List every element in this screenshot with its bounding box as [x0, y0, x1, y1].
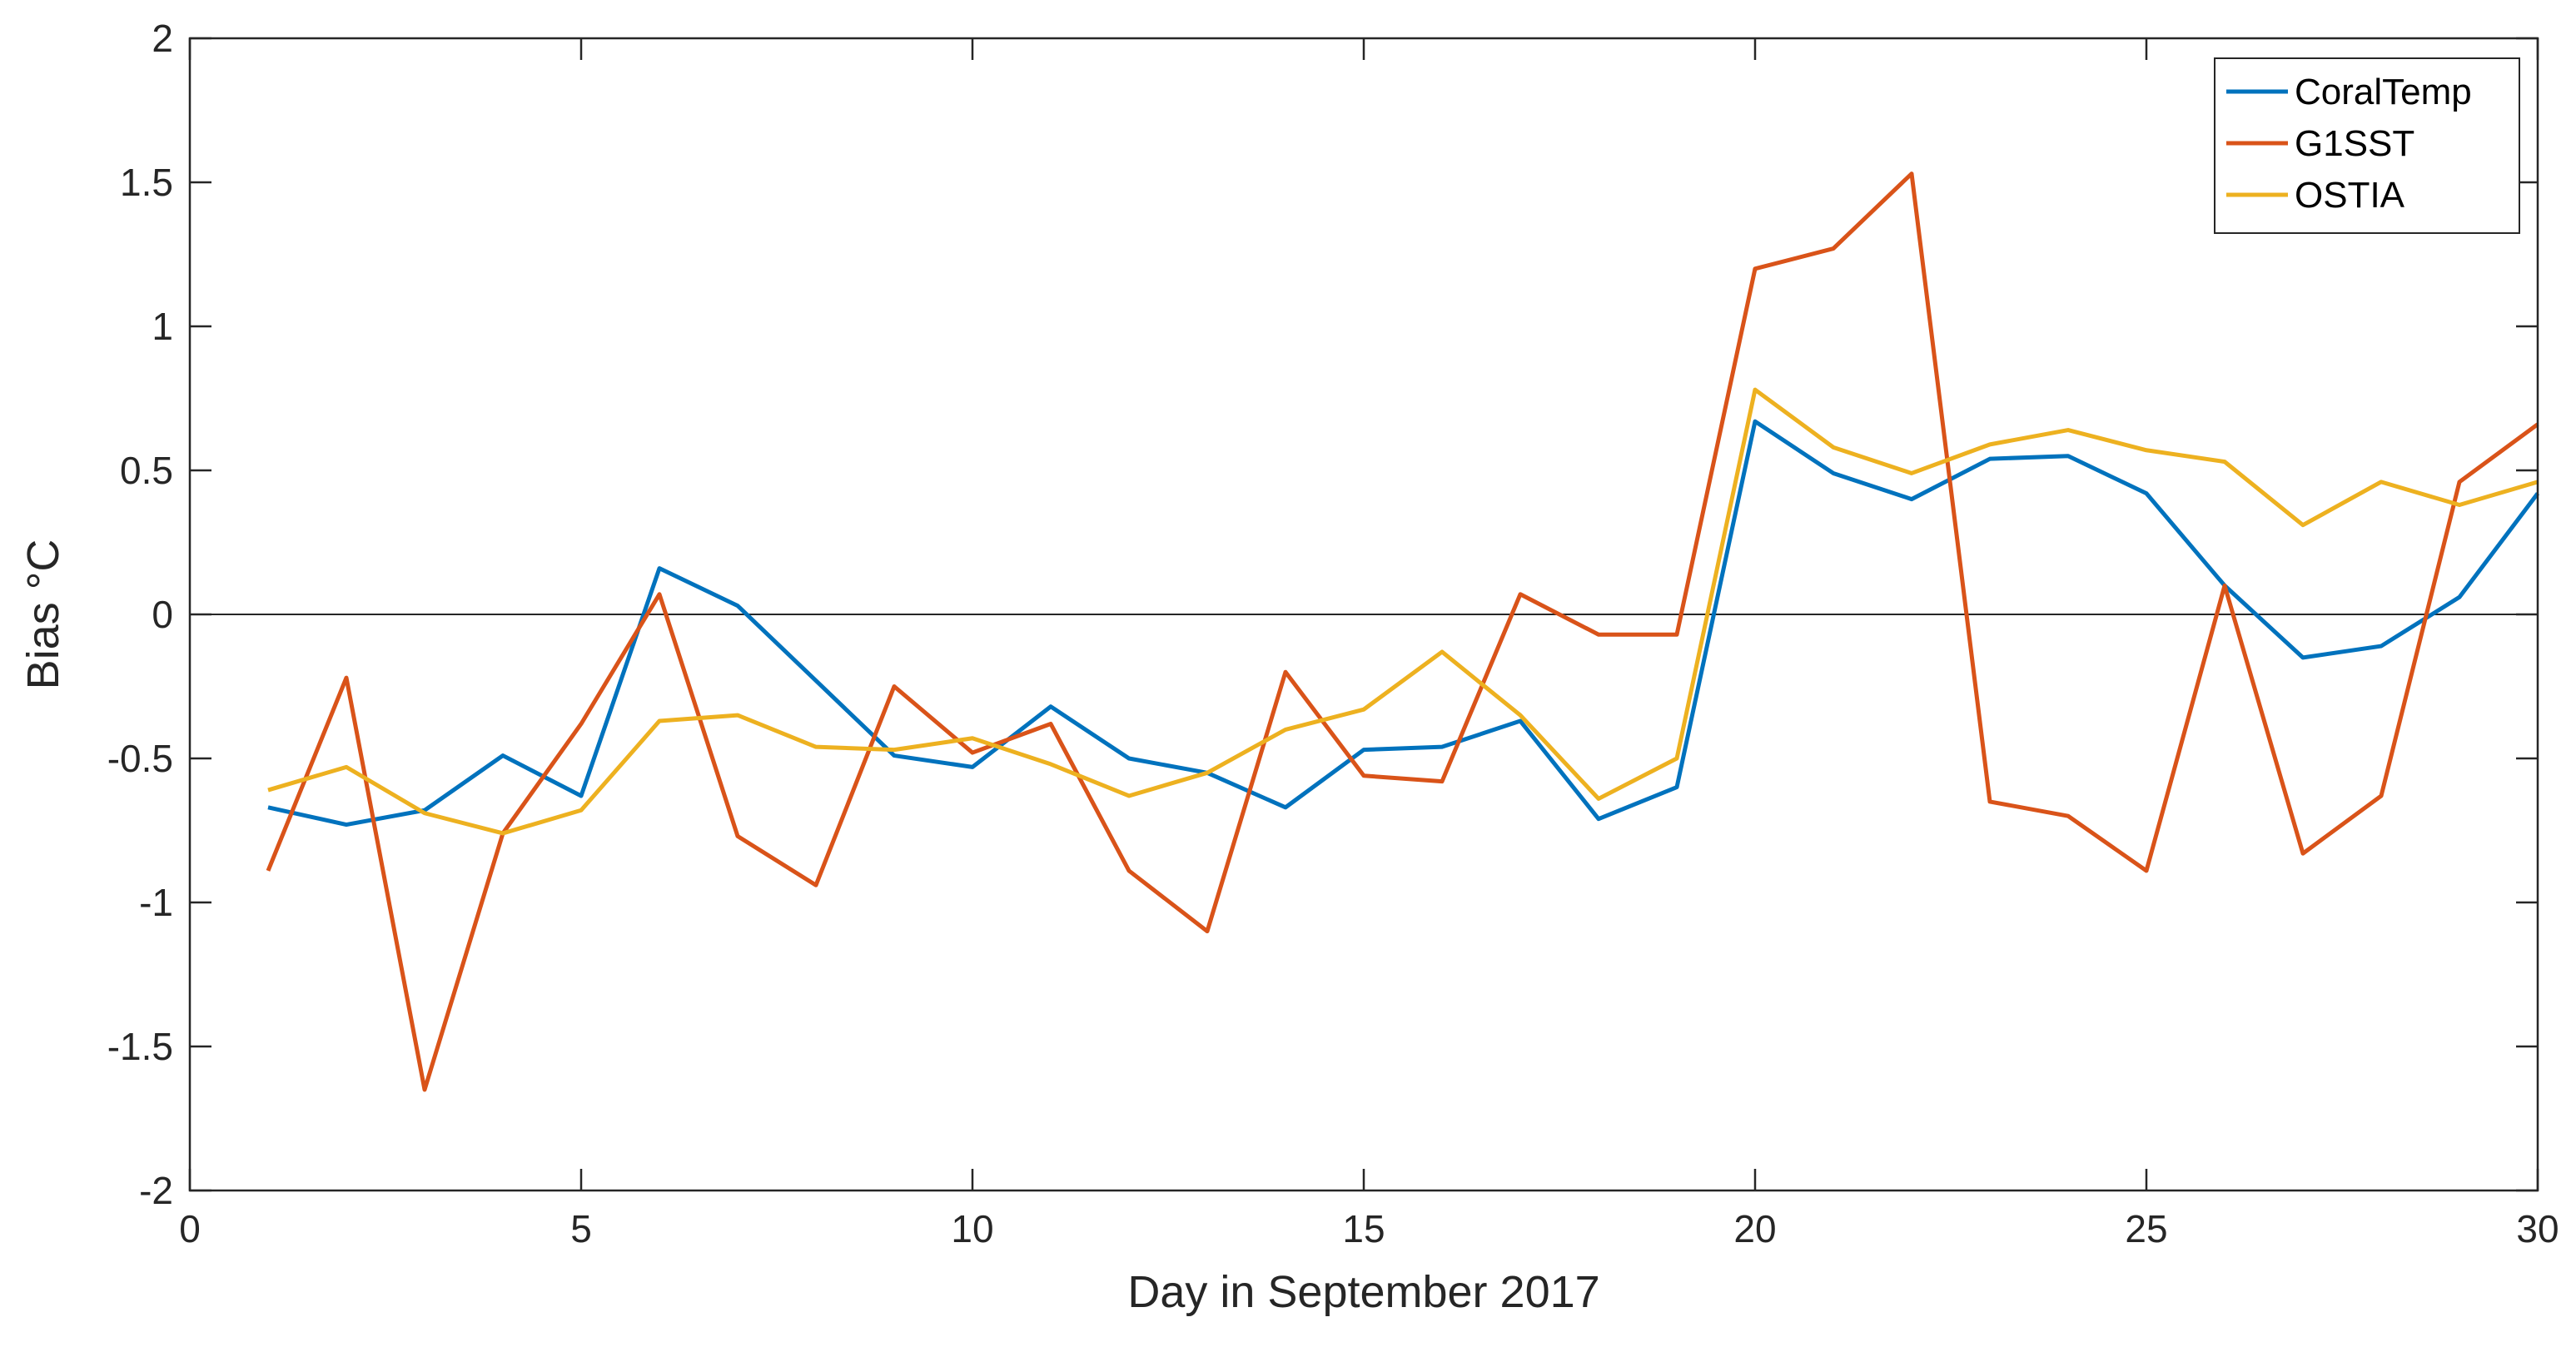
series-line-g1sst: [266, 171, 2539, 1092]
y-tick-label: 1: [152, 305, 173, 348]
y-tick-label: -1.5: [107, 1025, 173, 1068]
y-tick-label: -0.5: [107, 737, 173, 780]
y-tick-label: -2: [139, 1169, 173, 1212]
x-axis-title: Day in September 2017: [1127, 1267, 1599, 1317]
y-tick-label: 0.5: [120, 449, 173, 492]
y-axis-ticks: -2 -1.5 -1 -0.5 0 0.5 1 1.5 2: [107, 17, 2538, 1212]
x-tick-label: 10: [951, 1207, 993, 1250]
x-tick-label: 25: [2125, 1207, 2167, 1250]
legend: CoralTemp G1SST OSTIA: [2214, 57, 2520, 234]
x-tick-label: 20: [1733, 1207, 1776, 1250]
y-tick-label: -1: [139, 881, 173, 924]
series-line-coraltemp: [267, 419, 2539, 828]
y-axis-title: Bias °C: [18, 539, 68, 690]
legend-box: [2214, 57, 2520, 234]
x-tick-label: 0: [179, 1207, 201, 1250]
y-tick-label: 2: [152, 17, 173, 60]
series-layer: [266, 171, 2539, 1092]
legend-label: G1SST: [2295, 123, 2414, 164]
legend-label: CoralTemp: [2295, 72, 2472, 112]
series-line-ostia: [267, 387, 2539, 836]
y-tick-label: 0: [152, 593, 173, 636]
y-tick-label: 1.5: [120, 161, 173, 204]
legend-label: OSTIA: [2295, 175, 2405, 216]
x-tick-label: 5: [570, 1207, 592, 1250]
x-axis-ticks: 0 5 10 15 20 25 30: [179, 38, 2559, 1250]
x-tick-label: 30: [2516, 1207, 2559, 1250]
x-tick-label: 15: [1342, 1207, 1385, 1250]
